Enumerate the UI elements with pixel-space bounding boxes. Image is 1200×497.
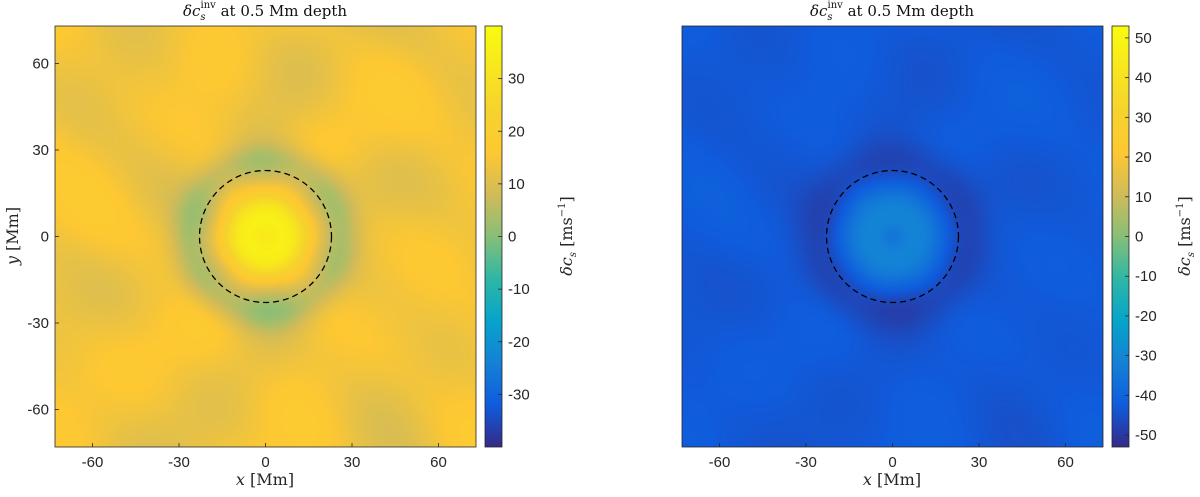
heatmap-plot-area	[54, 25, 477, 448]
colorbar-tick-label: -20	[1135, 308, 1157, 325]
chart-title: δcsinv at 0.5 Mm depth	[810, 0, 974, 23]
x-axis-label: x [Mm]	[236, 470, 294, 489]
x-tick-label: -30	[168, 454, 190, 471]
colorbar-label: δcs [ms−1]	[557, 196, 579, 275]
colorbar-tick-label: 20	[1135, 149, 1152, 166]
x-tick-label: -60	[82, 454, 104, 471]
colorbar-tick-label: -10	[1135, 268, 1157, 285]
colorbar-tick-label: -30	[1135, 348, 1157, 365]
x-tick-label: -30	[795, 454, 817, 471]
colorbar-tick-label: -20	[508, 334, 530, 351]
colorbar-ticks: 30 20 10 0 -10 -20 -30	[498, 71, 530, 403]
chart-title: δcsinv at 0.5 Mm depth	[183, 0, 347, 23]
x-tick-label: 30	[344, 454, 361, 471]
x-tick-label: 60	[1057, 454, 1074, 471]
colorbar-tick-label: -10	[508, 281, 530, 298]
colorbar-tick-label: 0	[1135, 229, 1143, 246]
x-tick-label: 0	[888, 454, 896, 471]
colorbar-tick-label: -30	[508, 386, 530, 403]
colorbar-tick-label: 20	[508, 123, 525, 140]
colorbar-tick-label: 30	[1135, 109, 1152, 126]
panel-right: δcsinv at 0.5 Mm depth -60 -30 0 30 60 x [Mm…	[681, 0, 1197, 489]
y-tick-label: -60	[27, 402, 49, 419]
colorbar: 30 20 10 0 -10 -20 -30 δcs [ms−1]	[484, 25, 579, 448]
y-tick-label: 0	[41, 229, 49, 246]
colorbar-ticks: 50 40 30 20 10 0 -10 -20 -30 -40 -50	[1125, 30, 1157, 444]
axis-ticks: -60 -30 0 30 60 60 30 0 -30 -60	[27, 55, 447, 471]
colorbar-tick-label: 10	[508, 176, 525, 193]
heatmap-image	[55, 26, 476, 447]
x-tick-label: 30	[971, 454, 988, 471]
colorbar-tick-label: 10	[1135, 189, 1152, 206]
colorbar-tick-label: 0	[508, 229, 516, 246]
colorbar-tick-label: 40	[1135, 70, 1152, 87]
heatmap-plot-area	[681, 25, 1104, 448]
dashed-circle	[198, 169, 333, 304]
heatmap-image	[682, 26, 1103, 447]
colorbar-label: δcs [ms−1]	[1175, 196, 1197, 275]
x-tick-label: 60	[430, 454, 447, 471]
x-tick-label: 0	[261, 454, 269, 471]
colorbar-tick-label: -40	[1135, 387, 1157, 404]
panel-left: δcsinv at 0.5 Mm depth -60 -30 0 30 6060300-…	[3, 0, 579, 489]
y-axis-label: y [Mm]	[3, 207, 22, 266]
colorbar: 50 40 30 20 10 0 -10 -20 -30 -40 -50 δcs [ms−1]	[1111, 25, 1197, 448]
x-axis-label: x [Mm]	[863, 470, 921, 489]
colorbar-tick-label: -50	[1135, 427, 1157, 444]
y-tick-label: 30	[32, 142, 49, 159]
y-tick-label: 60	[32, 55, 49, 72]
y-tick-label: -30	[27, 315, 49, 332]
axis-ticks: -60 -30 0 30 60	[709, 443, 1074, 471]
x-tick-label: -60	[709, 454, 731, 471]
colorbar-tick-label: 50	[1135, 30, 1152, 47]
dashed-circle	[825, 169, 960, 304]
colorbar-tick-label: 30	[508, 71, 525, 88]
